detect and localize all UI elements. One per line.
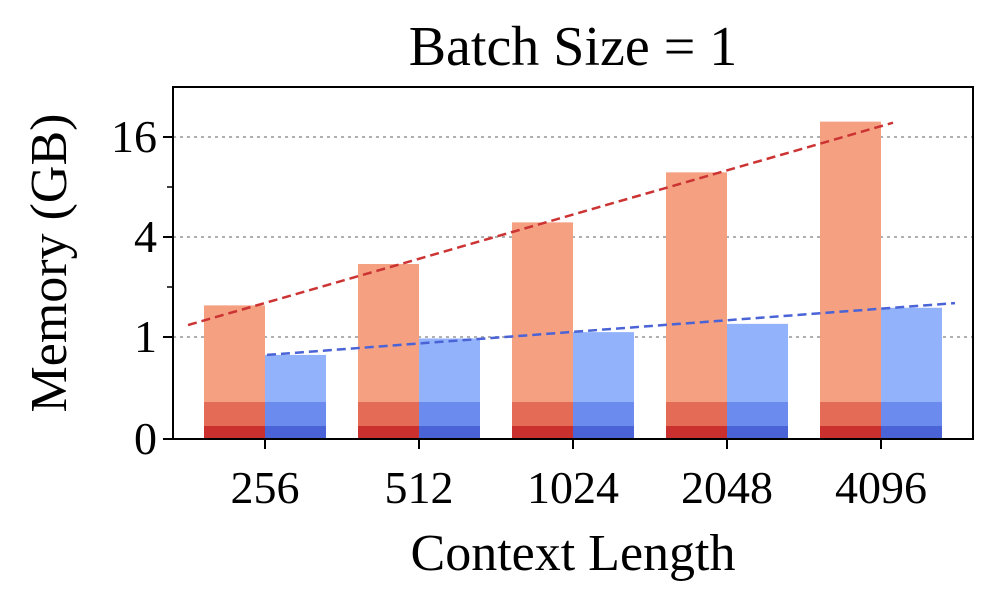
x-tick-label: 512 [385,462,454,513]
x-tick-label: 1024 [527,462,619,513]
x-axis-label: Context Length [411,525,736,582]
bar-segment [419,426,480,439]
chart-title: Batch Size = 1 [409,16,738,78]
axis-ticks: 0 1 4 16 256 512 1024 2048 4096 [111,111,927,513]
bar-segment [881,426,942,439]
trend-line [187,121,894,327]
y-tick-label: 1 [134,311,157,362]
bar-segment [573,426,634,439]
bars [204,121,942,440]
bar-segment [512,426,573,439]
bar-segment [666,426,727,439]
bar-segment [265,426,326,439]
bar-segment [358,426,419,439]
bar [820,121,881,439]
trend-lines [187,121,956,357]
bar [666,172,727,440]
y-tick-label: 4 [134,211,157,262]
bar-segment [204,426,265,439]
y-axis-label: Memory (GB) [21,114,78,413]
bar-segment [727,426,788,439]
y-tick-label: 0 [134,413,157,464]
bar-segment [820,426,881,439]
trend-line [266,301,956,357]
x-tick-label: 4096 [835,462,927,513]
y-tick-label: 16 [111,111,157,162]
x-tick-label: 256 [231,462,300,513]
x-tick-label: 2048 [681,462,773,513]
